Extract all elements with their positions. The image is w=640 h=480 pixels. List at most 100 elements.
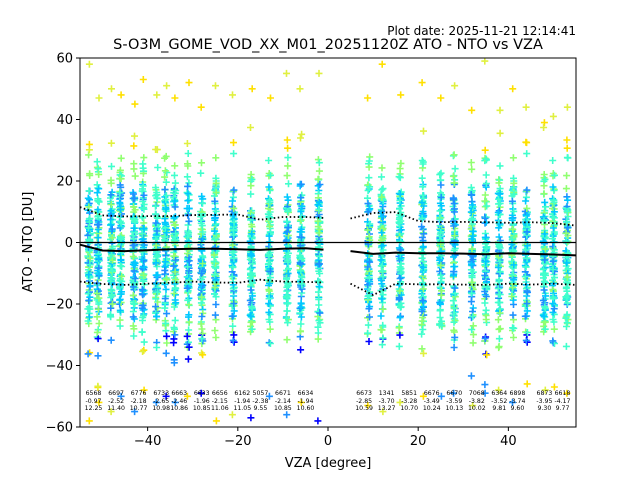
scatter-point <box>524 288 531 296</box>
scatter-point <box>297 180 305 188</box>
column-annotation: 6663 <box>171 390 187 397</box>
scatter-point <box>483 243 491 251</box>
scatter-point <box>496 258 504 266</box>
scatter-point <box>86 293 94 301</box>
scatter-point <box>298 213 306 221</box>
scatter-point <box>86 261 94 269</box>
column-annotation: 9.81 <box>492 405 506 412</box>
scatter-point <box>395 294 403 302</box>
scatter-point <box>129 291 137 299</box>
scatter-point <box>523 329 531 336</box>
scatter-point <box>481 299 489 307</box>
scatter-point <box>198 263 205 271</box>
scatter-point <box>199 351 207 359</box>
scatter-point <box>437 181 445 189</box>
scatter-point <box>162 349 170 357</box>
scatter-point <box>437 202 445 210</box>
scatter-point <box>419 192 427 200</box>
column-annotation: -3.82 <box>469 398 485 405</box>
scatter-point <box>297 320 305 328</box>
scatter-point <box>468 245 476 253</box>
plot-date-label: Plot date: 2025-11-21 12:14:41 <box>387 24 576 38</box>
scatter-point <box>540 217 548 225</box>
scatter-point <box>469 227 477 235</box>
scatter-point <box>551 171 558 179</box>
scatter-point <box>107 294 115 301</box>
scatter-point <box>450 344 458 351</box>
scatter-point <box>509 398 516 406</box>
scatter-point <box>523 150 531 158</box>
scatter-point <box>541 325 549 333</box>
scatter-point <box>108 300 116 308</box>
scatter-point <box>152 398 160 406</box>
scatter-point <box>541 386 549 394</box>
column-annotation: -2.46 <box>171 398 187 405</box>
scatter-point <box>139 76 147 83</box>
scatter-point <box>467 208 475 216</box>
scatter-point <box>210 257 218 265</box>
scatter-point <box>163 275 171 283</box>
scatter-point <box>549 235 556 243</box>
scatter-point <box>549 157 557 164</box>
scatter-point <box>284 319 292 327</box>
scatter-point <box>508 293 516 300</box>
scatter-point <box>396 196 404 204</box>
scatter-point <box>495 283 503 291</box>
column-annotation: 6898 <box>510 390 526 397</box>
scatter-point <box>171 316 179 324</box>
scatter-point <box>563 294 570 302</box>
scatter-point <box>550 208 558 216</box>
scatter-point <box>170 214 178 222</box>
scatter-point <box>523 380 531 388</box>
scatter-point <box>419 392 427 400</box>
scatter-point <box>482 171 490 179</box>
scatter-point <box>265 157 273 164</box>
scatter-point <box>468 272 476 280</box>
scatter-point <box>199 309 207 317</box>
scatter-point <box>131 100 139 108</box>
scatter-point <box>183 284 191 292</box>
scatter-point <box>140 154 148 162</box>
scatter-point <box>418 174 426 182</box>
scatter-point <box>170 290 178 297</box>
scatter-point <box>130 332 138 340</box>
scatter-point <box>284 269 292 277</box>
x-tick-label: 20 <box>410 434 427 449</box>
scatter-point <box>522 197 530 205</box>
scatter-point <box>396 263 404 271</box>
scatter-point <box>153 195 161 202</box>
scatter-point <box>451 232 459 240</box>
scatter-point <box>184 250 191 257</box>
scatter-point <box>419 296 427 304</box>
scatter-point <box>364 329 372 337</box>
scatter-point <box>378 242 386 250</box>
scatter-point <box>496 129 504 137</box>
scatter-point <box>85 187 93 195</box>
scatter-point <box>85 224 92 232</box>
column-annotation: 6656 <box>212 390 228 397</box>
scatter-point <box>246 274 254 282</box>
scatter-point <box>377 312 385 320</box>
scatter-point <box>395 173 403 181</box>
scatter-point <box>95 294 103 302</box>
scatter-point <box>523 300 531 307</box>
column-annotation: 6568 <box>86 390 102 397</box>
scatter-point <box>265 232 273 240</box>
scatter-point <box>161 281 169 288</box>
scatter-point <box>379 408 387 416</box>
scatter-point <box>539 296 547 304</box>
scatter-point <box>199 228 207 236</box>
column-annotation: 13.27 <box>378 405 396 412</box>
scatter-point <box>419 158 427 166</box>
scatter-point <box>314 277 322 285</box>
scatter-point <box>154 288 162 296</box>
scatter-point <box>283 336 291 344</box>
scatter-point <box>230 139 237 147</box>
scatter-point <box>162 319 170 327</box>
scatter-point <box>266 198 274 206</box>
scatter-point <box>549 337 557 345</box>
scatter-point <box>495 240 502 248</box>
scatter-point <box>84 350 92 358</box>
scatter-point <box>316 309 324 317</box>
